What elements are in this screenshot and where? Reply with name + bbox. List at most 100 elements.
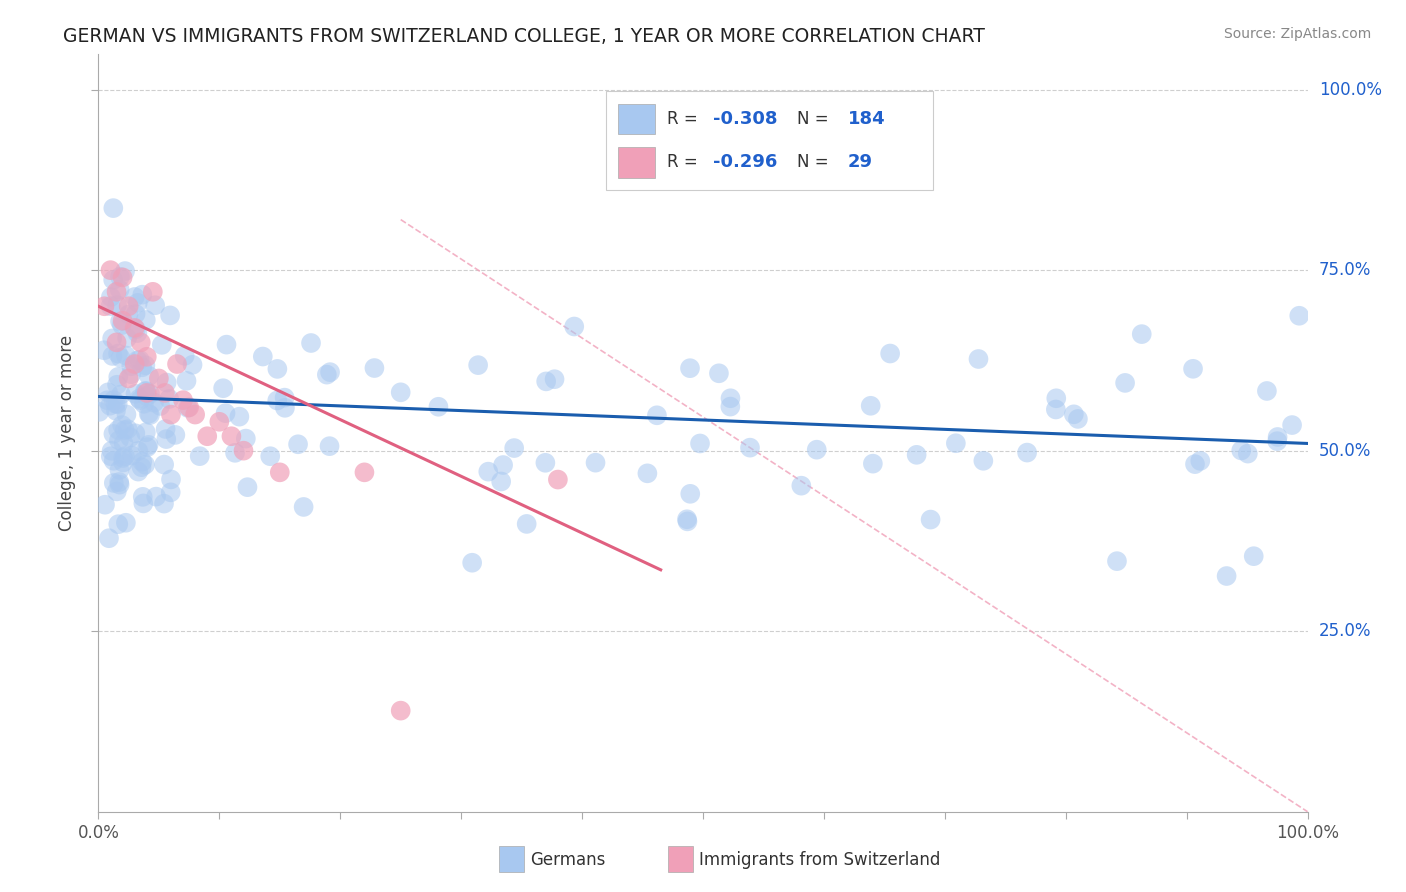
- Point: [252, 350, 274, 364]
- Point: [111, 270, 134, 285]
- Point: [477, 465, 499, 479]
- Point: [139, 386, 162, 401]
- Point: [101, 273, 124, 287]
- Point: [461, 556, 484, 570]
- Point: [100, 449, 122, 463]
- Point: [127, 326, 149, 340]
- Point: [212, 381, 235, 395]
- Point: [135, 384, 157, 398]
- Point: [149, 399, 172, 413]
- Point: [97, 385, 120, 400]
- Point: [1256, 384, 1278, 398]
- Point: [112, 455, 135, 469]
- Point: [492, 458, 515, 472]
- Point: [165, 428, 187, 442]
- Point: [120, 430, 142, 444]
- Point: [107, 346, 129, 360]
- Point: [214, 406, 236, 420]
- Point: [676, 514, 699, 528]
- Point: [124, 307, 146, 321]
- Point: [93, 343, 115, 358]
- Point: [143, 395, 166, 409]
- Point: [100, 263, 122, 277]
- Point: [266, 393, 288, 408]
- Point: [115, 516, 138, 530]
- Text: N =: N =: [797, 110, 834, 128]
- Point: [128, 392, 150, 406]
- Point: [1267, 430, 1289, 444]
- Point: [1189, 454, 1212, 468]
- Point: [124, 426, 146, 441]
- Point: [153, 497, 176, 511]
- Point: [177, 401, 200, 415]
- Point: [129, 335, 152, 350]
- Point: [111, 418, 134, 433]
- Point: [967, 351, 990, 366]
- Point: [142, 285, 165, 299]
- Point: [645, 409, 668, 423]
- Text: -0.296: -0.296: [713, 153, 778, 171]
- Point: [128, 352, 150, 367]
- Point: [718, 400, 741, 414]
- Point: [1114, 376, 1136, 390]
- Point: [543, 372, 565, 386]
- Point: [127, 465, 149, 479]
- Point: [124, 357, 146, 371]
- Point: [115, 408, 138, 422]
- Point: [176, 374, 198, 388]
- Point: [862, 457, 884, 471]
- Point: [1236, 447, 1258, 461]
- Point: [120, 368, 142, 382]
- Point: [179, 401, 201, 415]
- Point: [636, 467, 658, 481]
- Point: [266, 362, 288, 376]
- Point: [108, 314, 131, 328]
- Point: [1045, 391, 1067, 405]
- Point: [259, 449, 281, 463]
- Point: [121, 449, 143, 463]
- Point: [547, 473, 569, 487]
- Point: [118, 371, 141, 385]
- Point: [534, 375, 557, 389]
- Point: [114, 449, 136, 463]
- Point: [972, 454, 994, 468]
- Point: [184, 408, 207, 422]
- Point: [195, 429, 218, 443]
- Point: [124, 386, 146, 401]
- Point: [292, 500, 315, 514]
- Point: [720, 391, 742, 405]
- Point: [110, 387, 132, 401]
- Point: [287, 437, 309, 451]
- Point: [127, 296, 149, 310]
- Point: [363, 361, 385, 376]
- Point: [135, 389, 157, 403]
- Point: [806, 442, 828, 457]
- Point: [235, 432, 257, 446]
- Point: [224, 446, 246, 460]
- Point: [859, 399, 882, 413]
- Point: [679, 361, 702, 376]
- Point: [1063, 407, 1085, 421]
- Point: [139, 408, 162, 422]
- Text: R =: R =: [666, 153, 703, 171]
- Point: [132, 496, 155, 510]
- Point: [1130, 327, 1153, 342]
- Point: [135, 385, 157, 400]
- Point: [98, 399, 121, 413]
- Point: [1215, 569, 1237, 583]
- Point: [153, 458, 176, 472]
- Point: [1182, 361, 1205, 376]
- Point: [236, 480, 259, 494]
- Point: [318, 439, 340, 453]
- Point: [103, 475, 125, 490]
- Point: [132, 397, 155, 411]
- Point: [689, 436, 711, 450]
- Point: [105, 484, 128, 499]
- Point: [107, 423, 129, 437]
- Text: 50.0%: 50.0%: [1319, 442, 1371, 459]
- Point: [114, 264, 136, 278]
- Point: [131, 455, 153, 469]
- Point: [138, 369, 160, 384]
- Point: [100, 299, 122, 313]
- Text: 29: 29: [848, 153, 873, 171]
